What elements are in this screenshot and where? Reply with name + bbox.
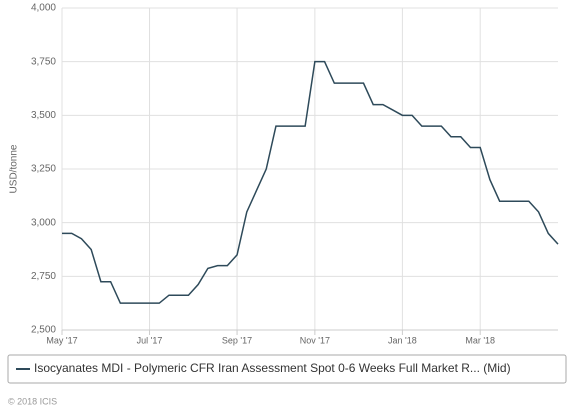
y-tick-label: 3,750 [31, 56, 56, 67]
y-axis-label: USD/tonne [9, 144, 20, 193]
y-tick-label: 3,000 [31, 217, 56, 228]
y-tick-label: 3,500 [31, 110, 56, 121]
line [62, 60, 559, 304]
x-tick-label: May '17 [46, 335, 77, 345]
x-tick-label: Jan '18 [388, 335, 417, 345]
x-tick-label: Sep '17 [222, 335, 252, 345]
y-tick-label: 4,000 [31, 3, 56, 14]
legend [7, 354, 567, 384]
y-tick-label: 2,500 [31, 325, 56, 336]
x-tick-label: Nov '17 [300, 335, 330, 345]
x-tick-label: Mar '18 [465, 335, 495, 345]
legend-label: Isocyanates MDI - Polymeric CFR Iran Ass… [34, 361, 511, 375]
y-tick-label: 2,750 [31, 271, 56, 282]
x-tick-label: Jul '17 [137, 335, 163, 345]
footer: © 2018 ICIS [8, 396, 57, 406]
y-tick-label: 3,250 [31, 164, 56, 175]
